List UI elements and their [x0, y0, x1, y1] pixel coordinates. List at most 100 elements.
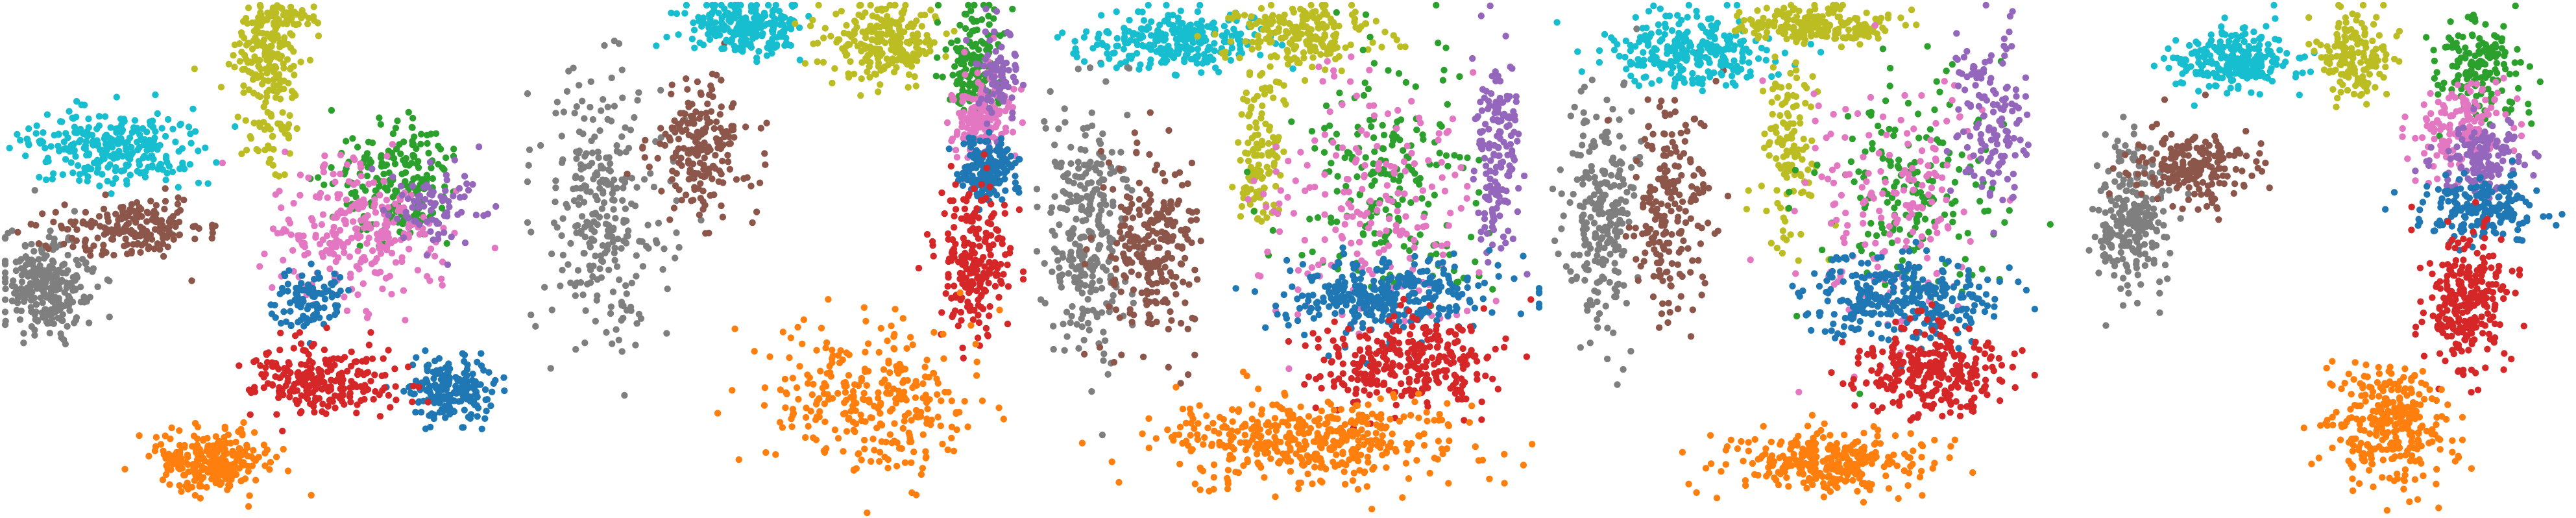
data-point [25, 140, 32, 147]
data-point [422, 425, 430, 432]
data-point [1139, 251, 1146, 258]
data-point [243, 147, 250, 154]
series-3 [1, 187, 113, 348]
data-point [338, 369, 345, 376]
data-point [28, 323, 35, 330]
data-point [103, 144, 111, 152]
data-point [817, 367, 824, 375]
data-point [45, 266, 52, 273]
data-point [922, 448, 929, 455]
data-point [1, 260, 9, 268]
data-point [683, 75, 690, 82]
data-point [1097, 242, 1104, 249]
data-point [319, 211, 327, 218]
data-point [779, 328, 786, 336]
data-point [1015, 206, 1023, 214]
data-point [391, 365, 398, 373]
data-point [1182, 299, 1189, 306]
data-point [858, 375, 866, 382]
data-point [692, 108, 699, 116]
data-point [104, 214, 111, 221]
data-point [104, 164, 112, 171]
data-point [891, 420, 898, 427]
data-point [16, 316, 24, 323]
data-point [236, 362, 243, 369]
data-point [764, 1, 772, 9]
data-point [723, 38, 730, 45]
data-point [576, 147, 583, 154]
data-point [800, 316, 807, 323]
data-point [357, 202, 364, 209]
data-point [610, 206, 617, 213]
data-point [52, 208, 60, 216]
data-point [1080, 336, 1088, 344]
data-point [81, 238, 89, 245]
data-point [565, 68, 572, 75]
data-point [628, 175, 636, 182]
data-point [167, 435, 174, 443]
data-point [262, 49, 269, 56]
data-point [876, 458, 883, 465]
data-point [690, 197, 697, 204]
data-point [855, 450, 862, 457]
data-point [922, 391, 929, 399]
data-point [428, 130, 435, 138]
data-point [962, 262, 969, 270]
data-point [952, 147, 960, 154]
data-point [1136, 196, 1143, 203]
data-point [911, 73, 918, 80]
data-point [297, 191, 304, 199]
data-point [842, 52, 850, 59]
data-point [308, 343, 316, 350]
data-point [581, 250, 588, 257]
data-point [443, 171, 450, 179]
data-point [450, 389, 457, 397]
data-point [280, 391, 287, 399]
data-point [1089, 267, 1097, 274]
data-point [324, 402, 332, 410]
data-point [960, 80, 967, 88]
data-point [217, 459, 224, 466]
data-point [305, 14, 312, 21]
data-point [136, 432, 143, 439]
data-point [1187, 217, 1195, 224]
data-point [138, 213, 145, 220]
data-point [729, 387, 736, 394]
data-point [276, 55, 284, 62]
data-point [934, 413, 942, 421]
data-point [618, 176, 626, 183]
data-point [289, 247, 297, 254]
data-point [978, 273, 986, 280]
data-point [25, 125, 32, 132]
data-point [607, 303, 615, 310]
data-point [109, 180, 116, 187]
data-point [888, 322, 895, 330]
data-point [615, 336, 622, 343]
data-point [825, 396, 832, 403]
data-point [742, 21, 750, 29]
data-point [108, 136, 116, 143]
data-point [867, 1, 874, 9]
data-point [363, 308, 370, 315]
data-point [93, 125, 101, 132]
data-point [33, 122, 40, 129]
data-point [1009, 109, 1016, 116]
data-point [905, 71, 913, 79]
data-point [1097, 201, 1104, 209]
data-point [369, 166, 376, 173]
data-point [71, 208, 79, 215]
data-point [84, 177, 91, 185]
data-point [728, 123, 735, 130]
data-point [318, 221, 326, 228]
data-point [943, 30, 950, 38]
data-point [1095, 137, 1103, 144]
data-point [398, 191, 406, 199]
data-point [1087, 288, 1094, 295]
data-point [763, 119, 770, 127]
data-point [899, 10, 906, 18]
data-point [829, 347, 836, 354]
data-point [945, 389, 952, 396]
data-point [445, 401, 452, 408]
data-point [623, 306, 631, 314]
data-point [625, 145, 633, 152]
